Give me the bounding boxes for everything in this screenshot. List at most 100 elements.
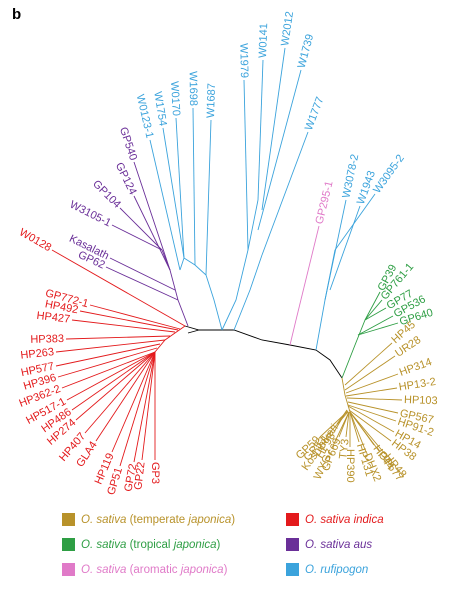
tree-branch-temperate	[348, 409, 392, 442]
tip-label-rufipogon: W1698	[187, 71, 199, 106]
tip-label-indica: GP72	[122, 463, 139, 493]
tree-branch-rufipogon	[257, 69, 302, 231]
legend-item-indica: O. sativa indica	[286, 513, 384, 526]
tree-branch-temperate	[349, 411, 360, 443]
tip-label-rufipogon: W2012	[279, 11, 296, 47]
legend-swatch-rufipogon	[286, 563, 299, 576]
tree-branch-rufipogon	[162, 127, 185, 259]
legend-item-rufipogon: O. rufipogon	[286, 563, 368, 576]
tree-branch-rufipogon	[261, 131, 309, 256]
tip-label-rufipogon: W0141	[257, 23, 270, 58]
tree-branch-temperate	[347, 401, 399, 414]
tip-label-indica: GP22	[132, 461, 147, 490]
tree-branch-temperate	[347, 405, 395, 433]
tree-branch-temperate	[349, 411, 386, 455]
tree-branch-rufipogon	[205, 119, 212, 276]
tip-label-rufipogon: W1979	[237, 43, 250, 78]
tip-label-rufipogon: W0123-1	[134, 93, 156, 139]
tip-label-rufipogon: W1754	[151, 91, 168, 127]
tree-branch-rufipogon	[233, 254, 263, 331]
tree-branch-temperate	[336, 409, 348, 425]
tip-label-indica: HP383	[30, 333, 64, 346]
tree-branch-rufipogon	[183, 257, 223, 331]
tree-branch-temperate	[345, 387, 398, 397]
tree-branch-tropical	[364, 291, 381, 321]
tree-branch-indica	[133, 351, 156, 463]
tree-branch-temperate	[345, 411, 350, 438]
tree-branch-rufipogon	[257, 59, 264, 201]
legend-swatch-temperate	[62, 513, 75, 526]
tree-branch-temperate	[344, 355, 396, 391]
tree-branch-aus	[105, 266, 179, 301]
legend-species-tropical: O. sativa	[81, 538, 127, 551]
tree-branch-rufipogon	[175, 117, 185, 259]
tip-label-temperate: HP103	[404, 394, 438, 407]
tree-branch-aus	[109, 257, 176, 291]
tree-branch-indica	[84, 351, 156, 434]
tree-branch-indica	[119, 351, 156, 467]
tip-label-aus: GP104	[90, 178, 123, 211]
tree-branch-indica	[71, 351, 156, 411]
tip-label-rufipogon: W1739	[296, 33, 317, 70]
tip-label-rufipogon: W0170	[168, 81, 182, 116]
tip-label-indica: W0128	[17, 226, 53, 254]
tree-branch-rufipogon	[243, 79, 249, 251]
tip-label-temperate: HP314	[398, 356, 434, 379]
tree-branch-rufipogon	[192, 107, 196, 266]
tree-backbone	[184, 325, 343, 379]
tree-branch-temperate	[331, 411, 350, 449]
tree-branch-indica	[66, 351, 156, 401]
tree-branch-aus	[119, 207, 163, 251]
tip-label-temperate: HP13-2	[398, 376, 437, 394]
legend-item-aromatic: O. sativa (aromatic japonica)	[62, 563, 227, 576]
tree-branch-indica	[111, 351, 156, 453]
tree-branch-aus	[111, 224, 163, 251]
tree-branch-temperate	[347, 404, 397, 422]
legend-item-aus: O. sativa aus	[286, 538, 372, 551]
panel-label: b	[12, 6, 22, 23]
tree-branch-rufipogon	[261, 47, 286, 211]
tip-label-rufipogon: W1777	[303, 95, 326, 132]
tree-branch-tropical	[364, 307, 387, 321]
tip-label-indica: GP3	[149, 462, 161, 484]
tip-label-temperate: HP390	[344, 449, 356, 483]
tree-branch-temperate	[345, 373, 399, 394]
legend-swatch-aus	[286, 538, 299, 551]
tree-branch-aus	[133, 195, 171, 271]
legend-swatch-aromatic	[62, 563, 75, 576]
tree-branch-tropical	[357, 315, 394, 336]
legend-swatch-indica	[286, 513, 299, 526]
legend-species-rufipogon: O. rufipogon	[305, 563, 369, 576]
tree-branch-rufipogon	[149, 139, 181, 271]
tree-branch-indica	[95, 351, 156, 442]
tree-branch-rufipogon	[334, 193, 376, 251]
tree-branch-rufipogon	[329, 205, 361, 291]
tree-branch-temperate	[349, 411, 375, 446]
tree-branch-rufipogon	[221, 199, 259, 331]
tree-branch-aus	[133, 161, 171, 271]
tree-branch-temperate	[325, 411, 349, 438]
tip-label-rufipogon: W1687	[205, 83, 218, 118]
tree-branch-aromatic	[289, 319, 297, 346]
tree-branch-temperate	[349, 411, 367, 453]
tip-label-aromatic: GP295-1	[314, 180, 336, 226]
tree-branch-aus	[161, 249, 189, 327]
tree-branch-indica	[57, 347, 158, 378]
tip-label-aus: W3105-1	[68, 199, 113, 230]
tree-branch-indica	[55, 343, 161, 367]
tree-branch-rufipogon	[179, 257, 185, 271]
tree-branch-tropical	[364, 299, 383, 321]
tree-branch-temperate	[344, 342, 393, 386]
legend-swatch-tropical	[62, 538, 75, 551]
tree-branch-indica	[75, 351, 156, 421]
tree-branch-indica	[51, 249, 186, 327]
tip-label-aus: GP540	[117, 126, 139, 162]
tree-branch-aromatic	[295, 225, 320, 321]
legend: O. sativa (temperate japonica) O. sativa…	[62, 505, 462, 585]
tree-branch-indica	[89, 304, 181, 330]
tree-branch-indica	[65, 335, 171, 340]
tree-branch-temperate	[346, 397, 403, 401]
legend-species-aromatic: O. sativa	[81, 563, 127, 576]
tree-branch-indica	[79, 310, 179, 331]
